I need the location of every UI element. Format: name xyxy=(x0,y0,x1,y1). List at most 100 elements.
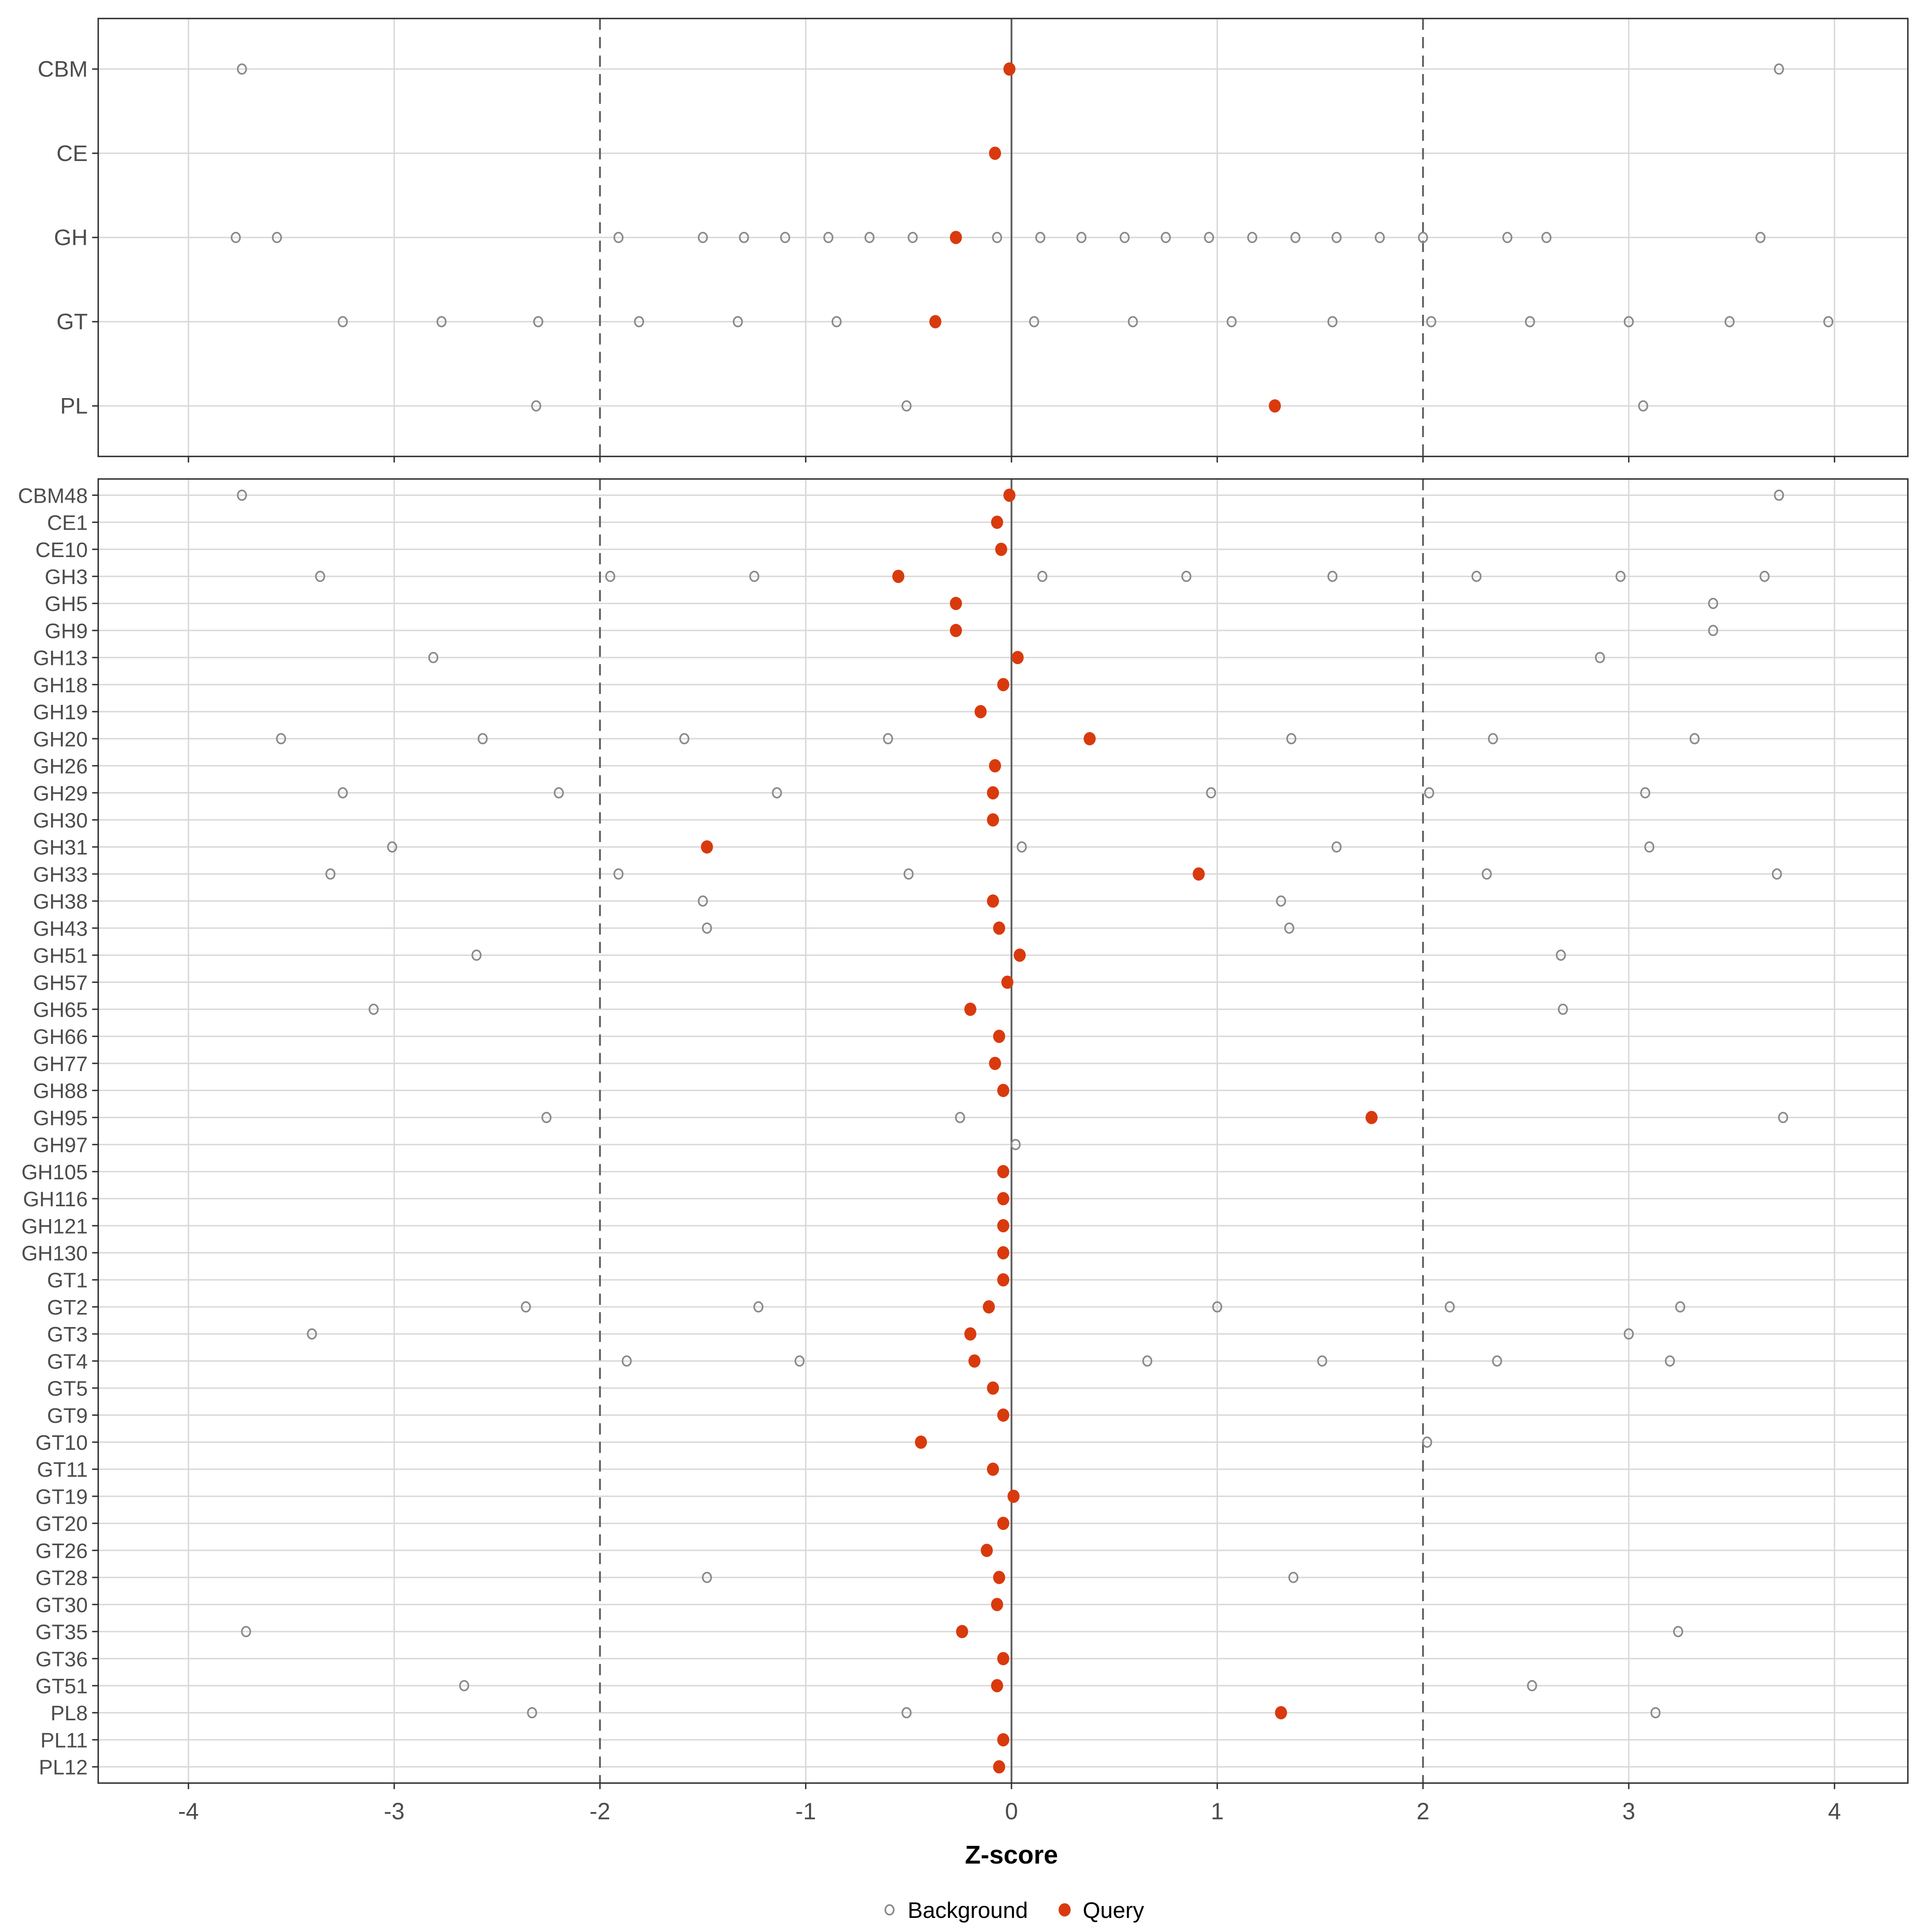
query-point xyxy=(989,147,1001,160)
background-point xyxy=(780,232,791,243)
background-point xyxy=(387,841,397,853)
query-point xyxy=(987,1462,999,1476)
background-point xyxy=(1375,232,1385,243)
query-point xyxy=(987,1381,999,1395)
background-point xyxy=(1823,316,1833,328)
row-label: GH31 xyxy=(33,836,88,859)
row-label: GT9 xyxy=(47,1404,88,1428)
x-tick-label: -4 xyxy=(178,1798,199,1825)
background-point xyxy=(1331,232,1342,243)
row-label: GH66 xyxy=(33,1026,88,1049)
row-label: PL xyxy=(60,393,88,418)
query-point xyxy=(997,1084,1009,1097)
legend-background-icon xyxy=(884,1904,895,1915)
row-label: GT28 xyxy=(35,1567,88,1590)
legend-query-label: Query xyxy=(1083,1897,1144,1923)
background-point xyxy=(527,1707,537,1719)
row-label: GT51 xyxy=(35,1675,88,1698)
background-point xyxy=(1673,1626,1683,1637)
background-point xyxy=(1035,232,1046,243)
background-point xyxy=(553,787,564,799)
row-label: GT5 xyxy=(47,1377,88,1401)
background-point xyxy=(1624,1328,1634,1340)
x-tick-label: 3 xyxy=(1622,1798,1635,1825)
background-point xyxy=(1445,1301,1455,1313)
row-label: GH95 xyxy=(33,1106,88,1130)
background-point xyxy=(1226,316,1237,328)
background-point xyxy=(1556,949,1566,961)
background-point xyxy=(903,868,914,880)
background-point xyxy=(1247,232,1257,243)
query-point xyxy=(1084,732,1096,745)
background-point xyxy=(698,895,708,907)
query-point xyxy=(1275,1706,1287,1719)
background-point xyxy=(1288,1572,1298,1583)
background-point xyxy=(1541,232,1552,243)
row-label: GH77 xyxy=(33,1053,88,1076)
query-point xyxy=(915,1435,927,1449)
query-point xyxy=(993,1571,1005,1584)
background-point xyxy=(1755,232,1766,243)
background-point xyxy=(621,1355,632,1367)
row-label: GT10 xyxy=(35,1431,88,1455)
background-point xyxy=(1644,841,1655,853)
query-point xyxy=(1365,1110,1378,1124)
row-label: GH19 xyxy=(33,701,88,724)
background-point xyxy=(325,868,336,880)
row-label: PL12 xyxy=(39,1756,88,1779)
background-point xyxy=(753,1301,764,1313)
background-point xyxy=(1759,570,1770,582)
x-axis-title: Z-score xyxy=(965,1840,1058,1869)
panel-subfamilies: CBM48 CE1 CE10 GH3 GH5 GH9 GH13 GH18 GH19 GH20 GH2… xyxy=(18,478,1909,1789)
background-point xyxy=(1119,232,1130,243)
background-point xyxy=(739,232,749,243)
row-label: GT20 xyxy=(35,1513,88,1536)
query-point xyxy=(1193,867,1205,881)
background-point xyxy=(794,1355,805,1367)
background-point xyxy=(1290,232,1300,243)
row-label: CE xyxy=(56,140,88,166)
background-point xyxy=(231,232,241,243)
background-point xyxy=(749,570,760,582)
background-point xyxy=(1424,787,1435,799)
query-point xyxy=(989,1057,1001,1070)
query-point xyxy=(997,678,1009,691)
background-point xyxy=(1286,733,1296,745)
background-point xyxy=(1418,232,1428,243)
legend-background-label: Background xyxy=(908,1897,1028,1923)
row-label: GH65 xyxy=(33,999,88,1022)
query-point xyxy=(997,1652,1009,1666)
background-point xyxy=(1128,316,1138,328)
background-point xyxy=(772,787,782,799)
row-label: GH18 xyxy=(33,674,88,697)
background-point xyxy=(276,733,286,745)
background-point xyxy=(1640,787,1650,799)
background-point xyxy=(1160,232,1171,243)
legend: Background Query xyxy=(884,1897,1144,1923)
query-point xyxy=(1011,651,1024,665)
background-point xyxy=(1615,570,1626,582)
query-point xyxy=(995,543,1007,556)
query-point xyxy=(968,1354,980,1368)
panel-border xyxy=(97,18,1909,457)
background-point xyxy=(436,316,447,328)
background-point xyxy=(1284,922,1294,934)
background-point xyxy=(1724,316,1735,328)
background-point xyxy=(679,733,689,745)
query-point xyxy=(993,1030,1005,1043)
background-point xyxy=(1426,316,1437,328)
background-point xyxy=(1212,1301,1222,1313)
query-point xyxy=(1001,975,1013,989)
query-point xyxy=(987,786,999,800)
background-point xyxy=(1650,1707,1661,1719)
row-label: GT4 xyxy=(47,1350,88,1373)
query-point xyxy=(974,705,987,718)
row-label: GT3 xyxy=(47,1323,88,1346)
background-point xyxy=(613,868,624,880)
x-tick-label: 1 xyxy=(1211,1798,1224,1825)
row-label: GH29 xyxy=(33,782,88,805)
row-label: CBM48 xyxy=(18,484,88,508)
query-point xyxy=(1003,488,1016,502)
row-label: GT36 xyxy=(35,1648,88,1671)
